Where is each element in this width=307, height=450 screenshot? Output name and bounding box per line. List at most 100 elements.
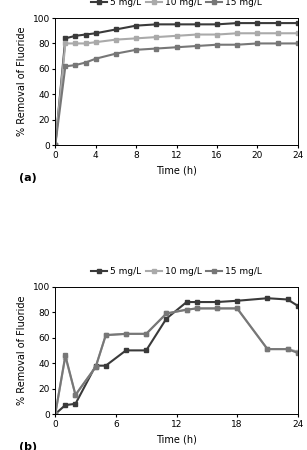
10 mg/L — [185, 307, 188, 312]
15 mg/L — [215, 42, 219, 47]
15 mg/L — [94, 56, 98, 61]
10 mg/L — [53, 411, 57, 417]
15 mg/L — [185, 307, 188, 312]
5 mg/L — [276, 20, 279, 26]
10 mg/L — [255, 31, 259, 36]
10 mg/L — [165, 311, 168, 316]
Y-axis label: % Removal of Fluoride: % Removal of Fluoride — [17, 296, 27, 405]
Text: (a): (a) — [19, 173, 37, 183]
10 mg/L — [215, 306, 219, 311]
15 mg/L — [134, 47, 138, 53]
X-axis label: Time (h): Time (h) — [156, 165, 197, 176]
15 mg/L — [296, 41, 300, 46]
10 mg/L — [276, 31, 279, 36]
X-axis label: Time (h): Time (h) — [156, 434, 197, 444]
15 mg/L — [84, 60, 87, 65]
15 mg/L — [296, 350, 300, 356]
15 mg/L — [266, 346, 269, 352]
10 mg/L — [114, 37, 118, 42]
5 mg/L — [94, 31, 98, 36]
5 mg/L — [296, 20, 300, 26]
15 mg/L — [104, 333, 108, 338]
5 mg/L — [114, 27, 118, 32]
5 mg/L — [266, 296, 269, 301]
15 mg/L — [124, 331, 128, 337]
15 mg/L — [235, 306, 239, 311]
5 mg/L — [195, 22, 199, 27]
10 mg/L — [104, 333, 108, 338]
5 mg/L — [53, 143, 57, 148]
15 mg/L — [74, 392, 77, 398]
10 mg/L — [94, 40, 98, 45]
Line: 15 mg/L: 15 mg/L — [53, 306, 300, 416]
5 mg/L — [64, 36, 67, 41]
5 mg/L — [165, 316, 168, 321]
15 mg/L — [286, 346, 290, 352]
15 mg/L — [144, 331, 148, 337]
15 mg/L — [74, 63, 77, 68]
5 mg/L — [215, 299, 219, 305]
5 mg/L — [296, 303, 300, 309]
5 mg/L — [74, 401, 77, 406]
10 mg/L — [215, 32, 219, 37]
5 mg/L — [84, 32, 87, 37]
10 mg/L — [74, 392, 77, 398]
10 mg/L — [286, 346, 290, 352]
15 mg/L — [53, 143, 57, 148]
Legend: 5 mg/L, 10 mg/L, 15 mg/L: 5 mg/L, 10 mg/L, 15 mg/L — [87, 263, 266, 279]
5 mg/L — [144, 348, 148, 353]
15 mg/L — [53, 411, 57, 417]
Legend: 5 mg/L, 10 mg/L, 15 mg/L: 5 mg/L, 10 mg/L, 15 mg/L — [87, 0, 266, 11]
Y-axis label: % Removal of Fluoride: % Removal of Fluoride — [17, 27, 27, 136]
15 mg/L — [215, 306, 219, 311]
15 mg/L — [195, 306, 199, 311]
10 mg/L — [84, 41, 87, 46]
5 mg/L — [94, 363, 98, 369]
10 mg/L — [235, 306, 239, 311]
15 mg/L — [94, 364, 98, 369]
10 mg/L — [266, 346, 269, 352]
5 mg/L — [64, 402, 67, 408]
15 mg/L — [175, 45, 178, 50]
10 mg/L — [296, 349, 300, 354]
10 mg/L — [235, 31, 239, 36]
5 mg/L — [134, 23, 138, 28]
10 mg/L — [74, 41, 77, 46]
15 mg/L — [64, 353, 67, 358]
Line: 15 mg/L: 15 mg/L — [53, 42, 300, 147]
Line: 10 mg/L: 10 mg/L — [53, 32, 300, 147]
5 mg/L — [185, 299, 188, 305]
10 mg/L — [134, 36, 138, 41]
5 mg/L — [53, 411, 57, 417]
10 mg/L — [175, 33, 178, 39]
5 mg/L — [255, 20, 259, 26]
Line: 5 mg/L: 5 mg/L — [53, 297, 300, 416]
5 mg/L — [215, 22, 219, 27]
10 mg/L — [64, 41, 67, 46]
Text: (b): (b) — [19, 442, 37, 450]
15 mg/L — [64, 63, 67, 69]
15 mg/L — [165, 311, 168, 316]
5 mg/L — [235, 298, 239, 303]
5 mg/L — [154, 22, 158, 27]
5 mg/L — [175, 22, 178, 27]
5 mg/L — [74, 33, 77, 39]
10 mg/L — [94, 364, 98, 369]
15 mg/L — [276, 41, 279, 46]
10 mg/L — [296, 31, 300, 36]
10 mg/L — [144, 331, 148, 337]
10 mg/L — [154, 34, 158, 40]
10 mg/L — [195, 32, 199, 37]
10 mg/L — [64, 354, 67, 360]
5 mg/L — [235, 20, 239, 26]
5 mg/L — [124, 348, 128, 353]
10 mg/L — [195, 306, 199, 311]
5 mg/L — [286, 297, 290, 302]
5 mg/L — [104, 363, 108, 369]
10 mg/L — [124, 331, 128, 337]
10 mg/L — [53, 143, 57, 148]
Line: 10 mg/L: 10 mg/L — [53, 306, 300, 416]
15 mg/L — [154, 46, 158, 51]
5 mg/L — [195, 299, 199, 305]
15 mg/L — [235, 42, 239, 47]
